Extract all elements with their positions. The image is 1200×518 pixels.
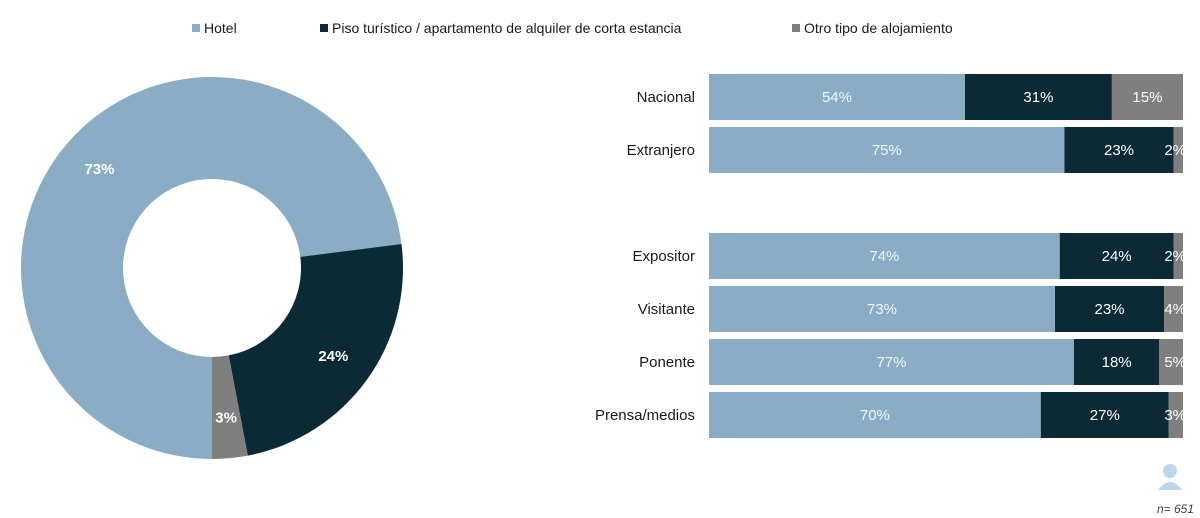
legend-label-otro: Otro tipo de alojamiento [804,20,953,36]
donut-slice-2 [228,244,403,456]
bar-segment [1040,392,1169,438]
legend-label-piso: Piso turístico / apartamento de alquiler… [332,20,682,36]
donut-slice-3 [212,355,248,459]
bar-segment [1073,339,1160,385]
bar-segment [1159,339,1183,385]
bar-segment [709,339,1074,385]
bar-value-label: 3% [1164,407,1186,424]
bar-segment [709,286,1056,332]
bar-segment [1173,233,1183,279]
legend-item-piso: Piso turístico / apartamento de alquiler… [320,20,681,36]
bar-value-label: 2% [1164,142,1186,159]
bar-category-label: Nacional [637,89,695,106]
bar-value-label: 23% [1095,301,1125,318]
bar-value-label: 70% [860,407,890,424]
bar-value-label: 23% [1104,142,1134,159]
legend-item-hotel: Hotel [192,20,237,36]
bar-value-label: 24% [1102,248,1132,265]
donut-label-3: 3% [215,409,237,426]
bar-value-label: 4% [1164,301,1186,318]
donut-label-2: 24% [318,348,348,365]
bar-category-label: Extranjero [627,142,695,159]
bar-value-label: 5% [1164,354,1186,371]
sample-size-label: n= 651 [1156,502,1194,516]
bar-segment [1059,233,1174,279]
bar-segment [709,127,1065,173]
bar-value-label: 27% [1090,407,1120,424]
person-icon [1158,464,1182,490]
legend-item-otro: Otro tipo de alojamiento [792,20,953,36]
donut-chart: 73% 24% 3% [20,77,403,459]
bar-segment [1168,392,1183,438]
legend-swatch-piso [320,24,328,32]
bar-value-label: 15% [1132,89,1162,106]
bar-segment [964,74,1112,120]
chart-legend: Hotel Piso turístico / apartamento de al… [0,14,1200,44]
bar-category-label: Prensa/medios [595,407,695,424]
bar-category-label: Visitante [638,301,695,318]
bar-value-label: 77% [876,354,906,371]
donut-label-1: 73% [84,161,114,178]
bar-segment [1064,127,1174,173]
bar-segment [709,74,965,120]
bar-value-label: 54% [822,89,852,106]
bar-segment [1055,286,1165,332]
bar-value-label: 75% [872,142,902,159]
legend-swatch-hotel [192,24,200,32]
donut-slice-1 [20,77,402,459]
bar-value-label: 73% [867,301,897,318]
bar-segment [1173,127,1183,173]
bar-segment [709,233,1060,279]
legend-swatch-otro [792,24,800,32]
bar-value-label: 2% [1164,248,1186,265]
bar-category-label: Expositor [632,248,695,265]
bar-segment [1164,286,1183,332]
bar-value-label: 74% [869,248,899,265]
bar-category-label: Ponente [639,354,695,371]
bar-segment [1111,74,1183,120]
legend-label-hotel: Hotel [204,20,237,36]
stacked-bar-chart: Nacional 54% 31% 15% Extranjero 75% 23% 2% Expos… [595,74,1186,438]
bar-value-label: 31% [1023,89,1053,106]
bar-segment [709,392,1041,438]
bar-value-label: 18% [1102,354,1132,371]
